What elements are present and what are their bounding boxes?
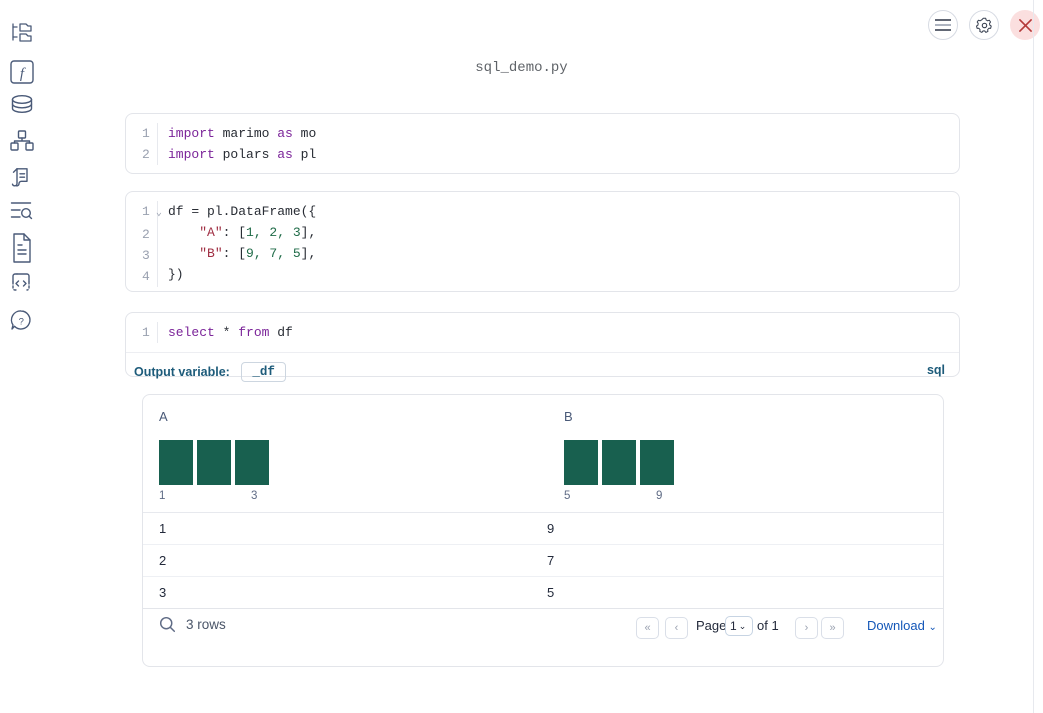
svg-text:?: ?: [19, 317, 24, 328]
